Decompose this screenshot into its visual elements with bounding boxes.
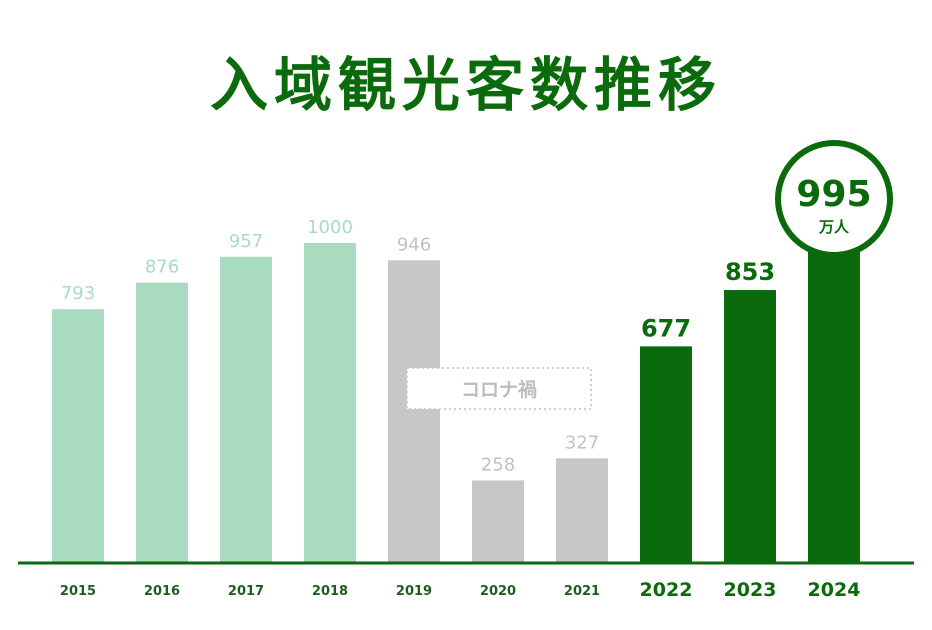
bar-2015: [52, 309, 104, 563]
tick-label-2021: 2021: [564, 584, 600, 599]
bar-2018: [304, 243, 356, 563]
tick-label-2015: 2015: [60, 584, 96, 599]
bar-2024: [808, 200, 860, 563]
value-label-2015: 793: [61, 283, 95, 304]
value-labels-group: 793 876 957 1000 946 258 327 677 853: [61, 217, 775, 475]
tick-label-2017: 2017: [228, 584, 264, 599]
chart-title: 入域観光客数推移: [209, 51, 722, 119]
bar-2016: [136, 282, 188, 563]
value-label-2023: 853: [725, 258, 775, 286]
covid-annotation-text: コロナ禍: [461, 378, 537, 401]
bars-group: [52, 200, 860, 563]
highlight-value: 995: [796, 174, 871, 215]
tick-labels-group: 2015 2016 2017 2018 2019 2020 2021 2022 2023 2024: [60, 579, 861, 601]
bar-2019: [388, 260, 440, 563]
tick-label-2020: 2020: [480, 584, 516, 599]
tick-label-2018: 2018: [312, 584, 348, 599]
bar-2021: [556, 458, 608, 563]
covid-annotation-box: [406, 367, 592, 410]
bar-2017: [220, 256, 272, 563]
bar-2022: [640, 346, 692, 563]
bar-2023: [724, 290, 776, 563]
tick-label-2023: 2023: [724, 579, 777, 601]
value-label-2022: 677: [641, 314, 691, 342]
tick-label-2019: 2019: [396, 584, 432, 599]
value-label-2018: 1000: [307, 217, 353, 238]
value-label-2016: 876: [145, 257, 179, 278]
covid-annotation: コロナ禍: [406, 367, 592, 410]
value-label-2017: 957: [229, 231, 263, 252]
highlight-unit: 万人: [818, 218, 850, 236]
value-label-2021: 327: [565, 432, 599, 453]
tick-label-2024: 2024: [808, 579, 861, 601]
value-label-2019: 946: [397, 234, 431, 255]
bar-2020: [472, 480, 524, 563]
highlight-circle: [775, 140, 893, 258]
highlight-2024: 995 万人: [775, 140, 893, 258]
tick-label-2016: 2016: [144, 584, 180, 599]
tick-label-2022: 2022: [640, 579, 693, 601]
value-label-2020: 258: [481, 454, 515, 475]
